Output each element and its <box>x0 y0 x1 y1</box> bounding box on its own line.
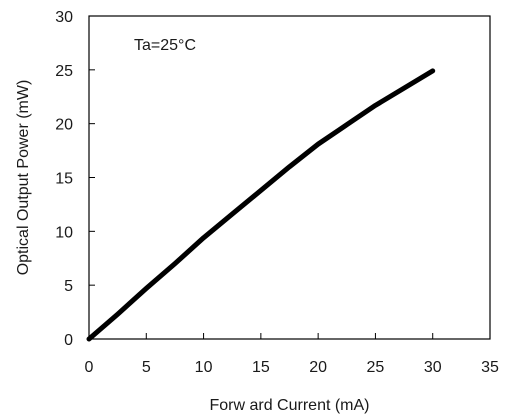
x-tick-label: 20 <box>309 359 327 376</box>
y-tick-label: 30 <box>55 9 73 26</box>
plot-area <box>88 15 491 340</box>
x-tick-label: 25 <box>367 359 385 376</box>
y-tick-label: 5 <box>64 278 73 295</box>
x-tick-label: 35 <box>481 359 499 376</box>
y-tick-label: 20 <box>55 117 73 134</box>
x-tick-label: 30 <box>424 359 442 376</box>
x-tick-label: 15 <box>252 359 270 376</box>
y-tick-label: 10 <box>55 224 73 241</box>
y-tick-label: 25 <box>55 63 73 80</box>
x-tick-label: 5 <box>142 359 151 376</box>
x-tick-label: 10 <box>195 359 213 376</box>
y-axis-label: Optical Output Power (mW) <box>15 80 32 276</box>
x-axis-label: Forw ard Current (mA) <box>209 397 369 414</box>
y-tick-label: 15 <box>55 171 73 188</box>
series-line <box>86 68 436 342</box>
x-tick-label: 0 <box>85 359 94 376</box>
y-axis: 0 5 10 15 20 25 30 <box>55 9 95 349</box>
temperature-annotation: Ta=25°C <box>134 37 196 54</box>
x-axis: 0 5 10 15 20 25 30 35 <box>85 333 499 376</box>
y-tick-label: 0 <box>64 332 73 349</box>
